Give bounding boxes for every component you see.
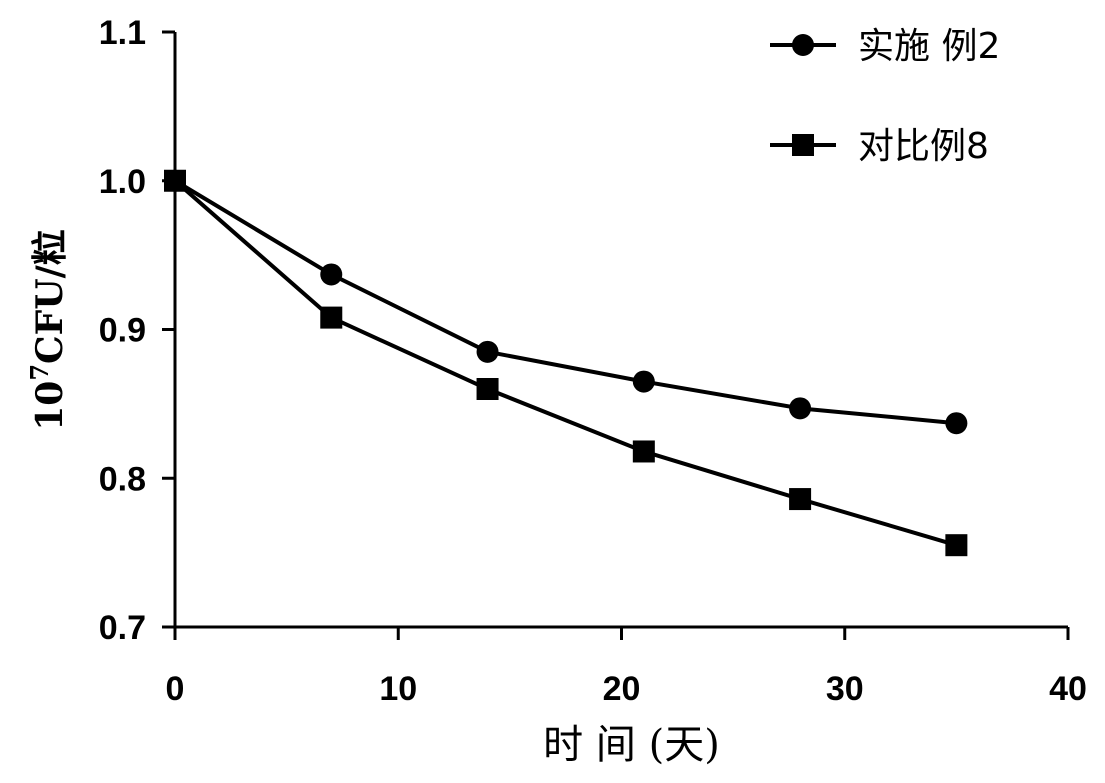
y-axis-label-superscript: 7 bbox=[25, 364, 54, 381]
x-tick-label: 30 bbox=[826, 670, 864, 708]
legend: 实施 例2 对比例8 bbox=[770, 26, 1000, 167]
data-point-square bbox=[476, 378, 499, 400]
legend-item-2: 对比例8 bbox=[770, 126, 989, 167]
data-point-square bbox=[320, 306, 343, 329]
series-1 bbox=[164, 169, 968, 435]
data-point-circle bbox=[789, 397, 812, 420]
x-tick-label: 0 bbox=[166, 670, 185, 708]
y-tick-label: 0.7 bbox=[99, 609, 146, 647]
ticks: 0 10 20 30 40 0.7 0.8 0.9 1.0 1.1 bbox=[99, 14, 1087, 708]
data-point-circle bbox=[632, 370, 655, 393]
x-tick-label: 20 bbox=[603, 670, 641, 708]
y-tick-label: 0.8 bbox=[99, 460, 146, 498]
data-point-circle bbox=[320, 263, 343, 286]
data-point-square bbox=[945, 534, 968, 557]
y-axis-label: 107CFU/粒 bbox=[25, 229, 71, 431]
x-axis-label: 时 间 (天) bbox=[543, 722, 720, 768]
y-tick-label: 0.9 bbox=[99, 312, 146, 350]
data-point-square bbox=[632, 440, 655, 463]
series-line bbox=[173, 179, 957, 548]
legend-label: 对比例8 bbox=[858, 126, 989, 167]
data-point-circle bbox=[945, 412, 968, 435]
legend-label: 实施 例2 bbox=[858, 26, 1000, 67]
series-line bbox=[173, 179, 957, 426]
y-axis-label-unit: CFU/粒 bbox=[29, 229, 71, 364]
series bbox=[164, 169, 968, 557]
y-tick-label: 1.1 bbox=[99, 14, 146, 52]
data-point-square bbox=[789, 488, 812, 511]
x-tick-label: 40 bbox=[1049, 670, 1087, 708]
y-tick-label: 1.0 bbox=[99, 163, 146, 201]
legend-swatch-marker bbox=[792, 34, 814, 56]
series-2 bbox=[164, 169, 968, 557]
legend-item-1: 实施 例2 bbox=[770, 26, 1000, 67]
y-axis-label-base: 10 bbox=[29, 381, 71, 431]
data-point-circle bbox=[476, 340, 499, 363]
legend-swatch-marker bbox=[792, 134, 814, 156]
data-point-square bbox=[164, 169, 186, 192]
x-tick-label: 10 bbox=[379, 670, 417, 708]
